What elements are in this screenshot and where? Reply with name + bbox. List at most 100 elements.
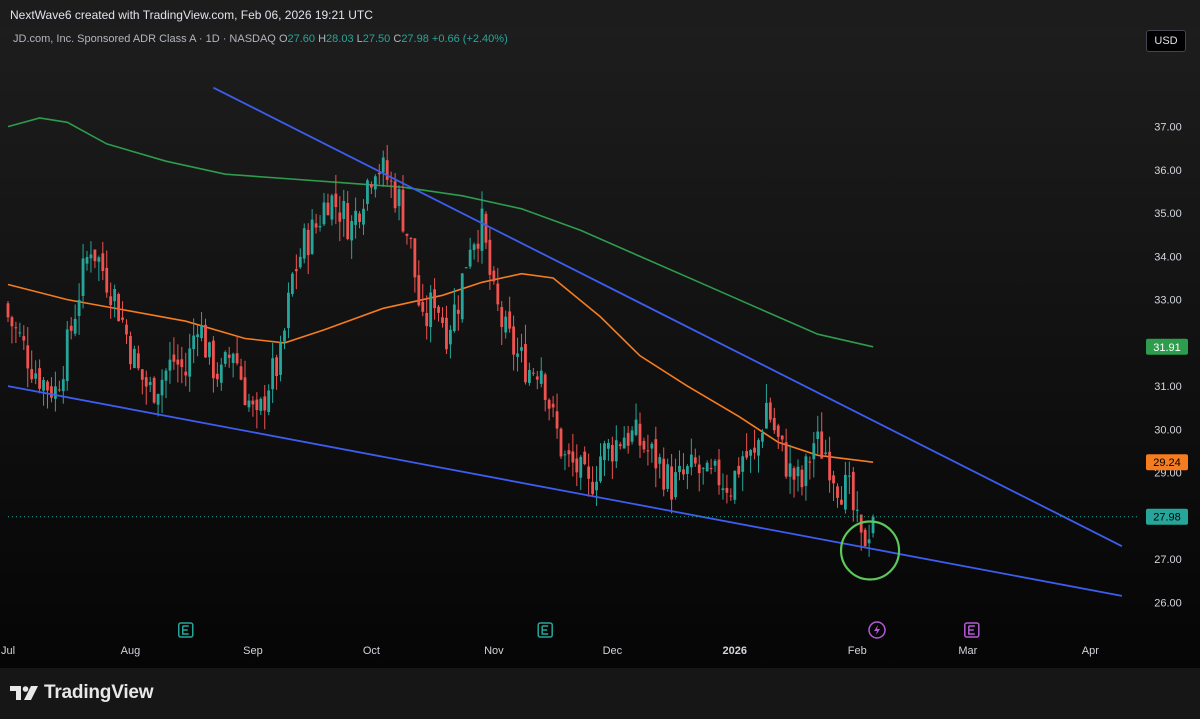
candle-body[interactable] <box>697 464 701 474</box>
candle-body[interactable] <box>6 303 10 318</box>
candle-body[interactable] <box>516 353 519 357</box>
candle-body[interactable] <box>686 466 689 474</box>
candle-body[interactable] <box>362 208 365 225</box>
candle-body[interactable] <box>429 292 433 328</box>
candle-body[interactable] <box>528 370 531 383</box>
candle-body[interactable] <box>713 460 717 466</box>
candle-body[interactable] <box>152 377 156 403</box>
candle-body[interactable] <box>401 189 405 232</box>
candle-body[interactable] <box>836 486 839 498</box>
candle-body[interactable] <box>844 474 847 510</box>
candle-body[interactable] <box>559 428 563 457</box>
candle-body[interactable] <box>626 432 630 446</box>
candle-body[interactable] <box>792 468 796 480</box>
candle-body[interactable] <box>725 487 729 493</box>
candle-body[interactable] <box>567 450 571 455</box>
candle-body[interactable] <box>472 244 476 250</box>
candle-body[interactable] <box>136 353 140 369</box>
candle-body[interactable] <box>235 353 239 364</box>
candle-body[interactable] <box>65 329 69 382</box>
earnings-event-icon[interactable] <box>537 622 553 638</box>
candle-body[interactable] <box>57 389 61 391</box>
candle-body[interactable] <box>456 309 460 314</box>
candle-body[interactable] <box>275 357 278 377</box>
candle-body[interactable] <box>129 336 132 365</box>
candle-body[interactable] <box>512 326 515 355</box>
candle-body[interactable] <box>121 317 124 320</box>
candle-body[interactable] <box>417 275 421 306</box>
candle-body[interactable] <box>547 399 551 409</box>
candle-body[interactable] <box>366 180 369 204</box>
candle-body[interactable] <box>488 239 492 275</box>
candle-body[interactable] <box>208 342 211 358</box>
candle-body[interactable] <box>180 359 184 368</box>
candle-body[interactable] <box>287 292 290 328</box>
candle-body[interactable] <box>666 464 670 489</box>
candle-body[interactable] <box>808 461 812 463</box>
candle-body[interactable] <box>140 369 144 380</box>
candle-body[interactable] <box>733 470 737 500</box>
candle-body[interactable] <box>599 456 602 482</box>
candle-body[interactable] <box>215 373 219 380</box>
candle-body[interactable] <box>531 372 535 374</box>
candle-body[interactable] <box>61 379 65 392</box>
candle-body[interactable] <box>291 273 294 294</box>
candle-body[interactable] <box>693 457 697 464</box>
candle-body[interactable] <box>618 444 622 447</box>
candle-body[interactable] <box>318 226 322 228</box>
candle-body[interactable] <box>768 402 772 420</box>
candle-body[interactable] <box>298 256 302 268</box>
candle-body[interactable] <box>342 200 346 220</box>
candle-body[interactable] <box>97 257 101 262</box>
candle-body[interactable] <box>310 219 314 254</box>
symbol-title[interactable]: JD.com, Inc. Sponsored ADR Class A · 1D … <box>13 33 276 45</box>
candle-body[interactable] <box>721 488 725 491</box>
candle-body[interactable] <box>741 456 745 472</box>
candle-body[interactable] <box>765 402 768 429</box>
candle-body[interactable] <box>504 316 508 333</box>
candle-body[interactable] <box>622 437 626 449</box>
candle-body[interactable] <box>302 228 306 259</box>
candle-body[interactable] <box>18 332 22 334</box>
candle-body[interactable] <box>279 342 282 375</box>
candle-body[interactable] <box>117 294 120 322</box>
candle-body[interactable] <box>405 233 409 236</box>
candle-body[interactable] <box>188 348 192 377</box>
candle-body[interactable] <box>464 267 468 269</box>
candle-body[interactable] <box>10 317 14 327</box>
candle-body[interactable] <box>824 452 828 454</box>
candle-body[interactable] <box>409 237 413 239</box>
candle-body[interactable] <box>460 273 464 320</box>
candle-body[interactable] <box>678 465 681 473</box>
candle-body[interactable] <box>437 306 440 313</box>
candle-body[interactable] <box>650 443 654 449</box>
candle-body[interactable] <box>674 472 677 498</box>
candle-body[interactable] <box>144 377 148 387</box>
candle-body[interactable] <box>271 358 275 390</box>
candle-body[interactable] <box>654 439 658 469</box>
candle-body[interactable] <box>851 471 855 511</box>
candle-body[interactable] <box>468 249 472 267</box>
candle-body[interactable] <box>192 335 196 350</box>
candle-body[interactable] <box>168 359 172 371</box>
candle-body[interactable] <box>184 371 188 376</box>
candle-body[interactable] <box>93 249 97 262</box>
candle-body[interactable] <box>73 318 77 334</box>
candle-body[interactable] <box>452 304 456 332</box>
candle-body[interactable] <box>449 329 452 345</box>
candle-body[interactable] <box>14 327 18 329</box>
candle-body[interactable] <box>42 379 45 391</box>
candle-body[interactable] <box>607 442 610 449</box>
candle-body[interactable] <box>231 353 235 363</box>
candle-body[interactable] <box>259 398 263 411</box>
candle-body[interactable] <box>658 457 662 464</box>
candle-body[interactable] <box>255 399 259 410</box>
candle-body[interactable] <box>524 344 527 383</box>
candle-body[interactable] <box>156 393 160 405</box>
dividend-event-icon[interactable] <box>868 621 886 639</box>
candle-body[interactable] <box>125 324 128 335</box>
candle-body[interactable] <box>591 481 594 495</box>
candle-body[interactable] <box>543 374 547 400</box>
candle-body[interactable] <box>22 336 26 341</box>
candle-body[interactable] <box>847 475 851 477</box>
